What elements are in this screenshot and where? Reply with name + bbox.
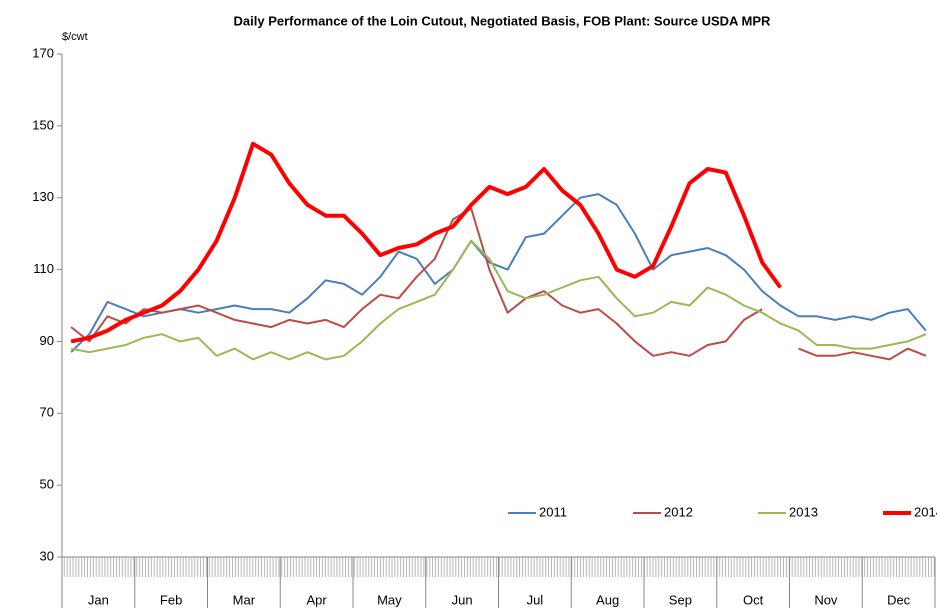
x-tick-label: Feb: [160, 592, 182, 607]
x-tick-label: May: [377, 592, 402, 607]
y-tick-label: 130: [32, 189, 54, 204]
y-tick-label: 90: [40, 333, 54, 348]
legend-label: 2014: [914, 504, 937, 519]
y-tick-label: 50: [40, 477, 54, 492]
x-tick-label: Mar: [233, 592, 256, 607]
y-tick-label: 30: [40, 548, 54, 563]
x-tick-label: Jan: [88, 592, 109, 607]
x-tick-label: Dec: [887, 592, 911, 607]
y-tick-label: 170: [32, 45, 54, 60]
series-line: [70, 239, 927, 361]
x-tick-label: Oct: [743, 592, 764, 607]
y-tick-label: 150: [32, 117, 54, 132]
y-tick-label: 70: [40, 405, 54, 420]
legend-label: 2012: [664, 504, 693, 519]
series-line: [70, 207, 927, 361]
y-axis-label: $/cwt: [62, 31, 88, 43]
x-tick-label: Nov: [814, 592, 838, 607]
legend-label: 2013: [789, 504, 818, 519]
legend-label: 2011: [539, 504, 567, 519]
x-tick-label: Apr: [307, 592, 328, 607]
x-tick-label: Jul: [527, 592, 544, 607]
chart-title: Daily Performance of the Loin Cutout, Ne…: [234, 13, 772, 28]
x-tick-label: Aug: [596, 592, 619, 607]
series-line: [70, 141, 783, 344]
x-tick-label: Jun: [452, 592, 473, 607]
series-line: [70, 193, 927, 353]
x-tick-label: Sep: [669, 592, 692, 607]
y-tick-label: 110: [33, 261, 54, 276]
